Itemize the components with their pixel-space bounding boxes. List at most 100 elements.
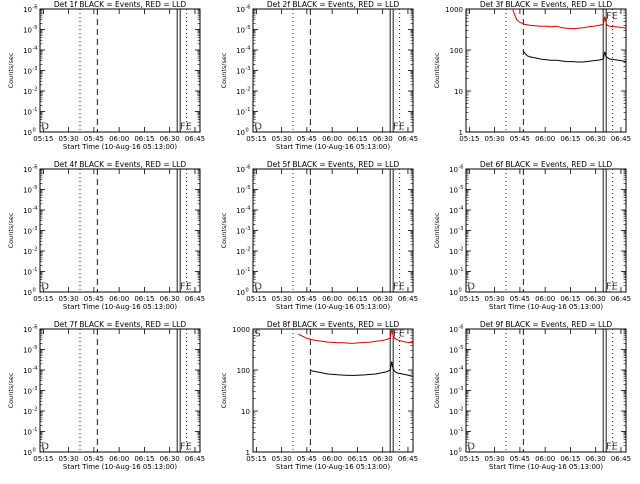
y-tick-label: 10 — [23, 248, 32, 256]
y-tick-exponent: -2 — [33, 407, 38, 413]
x-tick-label: 06:30 — [160, 135, 180, 143]
y-tick-exponent: -5 — [246, 25, 251, 31]
x-axis-label: Start Time (10-Aug-16 05:13:00) — [63, 143, 177, 151]
y-tick-label: 10 — [236, 6, 245, 14]
y-tick-label: 10 — [23, 289, 32, 297]
x-tick-label: 06:15 — [134, 455, 154, 463]
y-tick-label: 10 — [23, 166, 32, 174]
x-tick-label: 06:45 — [185, 455, 205, 463]
y-tick-exponent: -6 — [33, 5, 38, 11]
x-tick-label: 05:15 — [33, 455, 53, 463]
y-tick-exponent: -4 — [33, 366, 38, 372]
y-tick-label: 10 — [236, 269, 245, 277]
x-tick-label: 06:00 — [535, 295, 555, 303]
x-tick-label: 06:45 — [611, 455, 631, 463]
x-tick-label: 06:00 — [535, 455, 555, 463]
x-tick-label: 06:00 — [322, 455, 342, 463]
y-tick-label: 10 — [236, 47, 245, 55]
panel-annotation: D — [467, 281, 475, 292]
x-tick-label: 05:45 — [510, 135, 530, 143]
x-tick-label: 05:30 — [59, 295, 79, 303]
y-axis-label: Counts/sec — [7, 372, 15, 408]
y-tick-exponent: -1 — [33, 267, 38, 273]
x-tick-label: 05:30 — [272, 135, 292, 143]
x-tick-label: 06:30 — [373, 455, 393, 463]
y-tick-exponent: 0 — [459, 288, 462, 294]
y-tick-label: 10 — [236, 109, 245, 117]
x-tick-label: 06:15 — [134, 135, 154, 143]
y-tick-exponent: -4 — [459, 206, 464, 212]
x-axis-label: Start Time (10-Aug-16 05:13:00) — [489, 303, 603, 311]
x-tick-label: 05:15 — [246, 455, 266, 463]
y-tick-label: 1000 — [445, 6, 463, 14]
panel-title: Det 9f BLACK = Events, RED = LLD — [480, 320, 613, 329]
y-tick-label: 10 — [241, 408, 250, 416]
panel-annotation: FE — [606, 441, 618, 452]
x-tick-label: 06:45 — [611, 295, 631, 303]
y-tick-label: 10 — [236, 228, 245, 236]
x-tick-label: 05:30 — [485, 295, 505, 303]
y-tick-label: 10 — [23, 449, 32, 457]
x-tick-label: 05:30 — [59, 455, 79, 463]
y-tick-exponent: -2 — [459, 247, 464, 253]
y-tick-exponent: -3 — [246, 66, 251, 72]
panel-annotation: D — [41, 281, 49, 292]
x-tick-label: 05:15 — [33, 135, 53, 143]
y-tick-exponent: -4 — [33, 206, 38, 212]
y-tick-label: 10 — [449, 347, 458, 355]
y-tick-exponent: -6 — [246, 165, 251, 171]
y-tick-exponent: -3 — [33, 226, 38, 232]
y-tick-label: 10 — [23, 68, 32, 76]
x-tick-label: 05:30 — [485, 135, 505, 143]
x-tick-label: 06:30 — [373, 135, 393, 143]
x-tick-label: 06:15 — [560, 295, 580, 303]
y-tick-label: 10 — [449, 207, 458, 215]
panel-title: Det 6f BLACK = Events, RED = LLD — [480, 160, 613, 169]
x-tick-label: 05:30 — [272, 455, 292, 463]
y-tick-label: 10 — [23, 228, 32, 236]
x-axis-label: Start Time (10-Aug-16 05:13:00) — [63, 463, 177, 471]
x-tick-label: 05:15 — [33, 295, 53, 303]
y-tick-label: 10 — [449, 187, 458, 195]
x-tick-label: 06:15 — [134, 295, 154, 303]
lld-series-line — [512, 8, 627, 30]
y-tick-label: 10 — [23, 187, 32, 195]
panel-annotation: D — [41, 441, 49, 452]
y-tick-exponent: -6 — [33, 325, 38, 331]
panel-annotation: FE — [393, 281, 405, 292]
y-tick-exponent: 0 — [459, 448, 462, 454]
x-tick-label: 05:45 — [84, 135, 104, 143]
y-tick-label: 10 — [23, 347, 32, 355]
y-tick-exponent: -3 — [246, 226, 251, 232]
y-tick-label: 10 — [449, 449, 458, 457]
x-tick-label: 05:45 — [510, 295, 530, 303]
y-axis-label: Counts/sec — [220, 372, 228, 408]
x-tick-label: 05:45 — [297, 295, 317, 303]
panel-annotation: FE — [393, 328, 405, 339]
y-tick-exponent: -2 — [33, 87, 38, 93]
plot-frame — [465, 168, 627, 293]
x-tick-label: 05:30 — [59, 135, 79, 143]
y-tick-label: 10 — [23, 408, 32, 416]
plot-frame — [465, 328, 627, 453]
y-tick-label: 10 — [449, 289, 458, 297]
plot-frame — [465, 8, 627, 133]
plot-frame — [39, 168, 201, 293]
y-tick-label: 100 — [450, 47, 463, 55]
panel-title: Det 7f BLACK = Events, RED = LLD — [54, 320, 187, 329]
x-tick-label: 05:45 — [84, 295, 104, 303]
x-tick-label: 06:30 — [373, 295, 393, 303]
x-tick-label: 06:15 — [347, 455, 367, 463]
y-tick-label: 10 — [449, 166, 458, 174]
y-tick-exponent: -6 — [459, 165, 464, 171]
y-tick-exponent: -4 — [459, 366, 464, 372]
x-tick-label: 05:15 — [459, 295, 479, 303]
y-tick-label: 10 — [449, 388, 458, 396]
y-tick-exponent: -4 — [33, 46, 38, 52]
x-tick-label: 06:15 — [560, 455, 580, 463]
detector-panel-3: Det 3f BLACK = Events, RED = LLD 1 10 100 10… — [433, 0, 631, 143]
panel-title: Det 2f BLACK = Events, RED = LLD — [267, 0, 400, 9]
y-tick-label: 10 — [236, 129, 245, 137]
